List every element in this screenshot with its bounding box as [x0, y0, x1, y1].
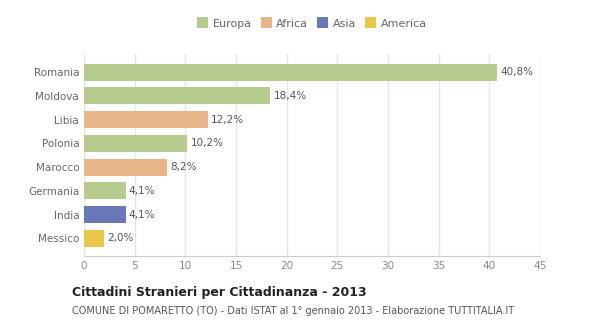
Text: 18,4%: 18,4%	[274, 91, 307, 101]
Text: 10,2%: 10,2%	[190, 138, 223, 148]
Text: 40,8%: 40,8%	[500, 67, 533, 77]
Text: 4,1%: 4,1%	[128, 210, 155, 220]
Bar	[84, 64, 497, 81]
Text: 8,2%: 8,2%	[170, 162, 197, 172]
Legend: Europa, Africa, Asia, America: Europa, Africa, Asia, America	[195, 16, 429, 31]
Bar	[84, 182, 125, 199]
Bar	[84, 230, 104, 247]
Text: 12,2%: 12,2%	[211, 115, 244, 124]
Bar	[84, 111, 208, 128]
Bar	[84, 158, 167, 176]
Text: COMUNE DI POMARETTO (TO) - Dati ISTAT al 1° gennaio 2013 - Elaborazione TUTTITAL: COMUNE DI POMARETTO (TO) - Dati ISTAT al…	[72, 306, 514, 316]
Text: 2,0%: 2,0%	[107, 233, 134, 243]
Bar	[84, 135, 187, 152]
Bar	[84, 206, 125, 223]
Text: 4,1%: 4,1%	[128, 186, 155, 196]
Bar	[84, 87, 271, 104]
Text: Cittadini Stranieri per Cittadinanza - 2013: Cittadini Stranieri per Cittadinanza - 2…	[72, 286, 367, 299]
